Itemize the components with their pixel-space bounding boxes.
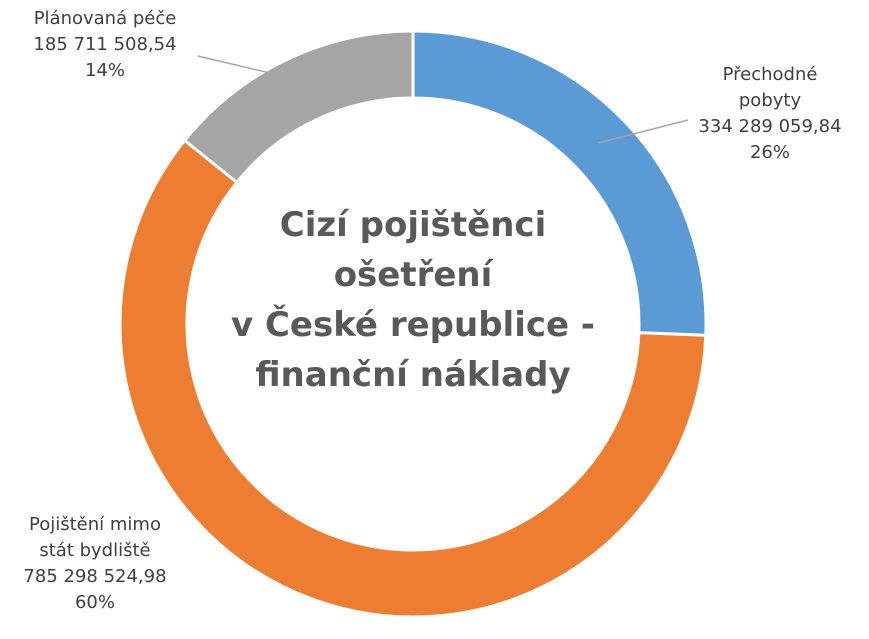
percent-label: 14% (84, 60, 125, 81)
data-label: Přechodné pobyty 334 289 059,84 26% (680, 62, 860, 166)
chart-title: Cizí pojištěnci ošetření v České republi… (230, 205, 596, 395)
category-label: Přechodné pobyty (722, 64, 818, 111)
value-label: 785 298 524,98 (23, 566, 167, 587)
value-label: 185 711 508,54 (33, 34, 177, 55)
value-label: 334 289 059,84 (698, 116, 842, 137)
percent-label: 26% (749, 142, 790, 163)
donut-segment (411, 29, 708, 337)
donut-segment (182, 29, 415, 185)
leader-line (597, 119, 689, 144)
category-label: Pojištění mimo stát bydliště (29, 514, 161, 561)
leader-line (197, 55, 271, 74)
donut-segment (118, 138, 708, 619)
data-label: Pojištění mimo stát bydliště 785 298 524… (5, 512, 185, 616)
category-label: Plánovaná péče (33, 8, 177, 29)
data-label: Plánovaná péče 185 711 508,54 14% (5, 6, 205, 84)
percent-label: 60% (74, 592, 115, 613)
